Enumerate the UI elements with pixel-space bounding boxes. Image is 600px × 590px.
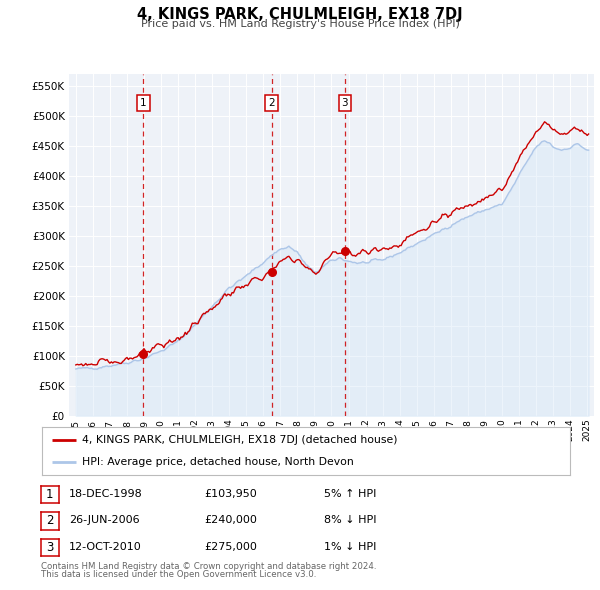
Text: 1: 1 xyxy=(140,98,146,108)
Text: 3: 3 xyxy=(46,541,53,554)
Text: 12-OCT-2010: 12-OCT-2010 xyxy=(69,542,142,552)
Text: 1% ↓ HPI: 1% ↓ HPI xyxy=(324,542,376,552)
Text: 18-DEC-1998: 18-DEC-1998 xyxy=(69,489,143,499)
Text: 1: 1 xyxy=(46,488,53,501)
Text: This data is licensed under the Open Government Licence v3.0.: This data is licensed under the Open Gov… xyxy=(41,571,316,579)
Text: 5% ↑ HPI: 5% ↑ HPI xyxy=(324,489,376,499)
Text: HPI: Average price, detached house, North Devon: HPI: Average price, detached house, Nort… xyxy=(82,457,353,467)
Text: 4, KINGS PARK, CHULMLEIGH, EX18 7DJ (detached house): 4, KINGS PARK, CHULMLEIGH, EX18 7DJ (det… xyxy=(82,435,397,445)
Text: £275,000: £275,000 xyxy=(204,542,257,552)
Text: 4, KINGS PARK, CHULMLEIGH, EX18 7DJ: 4, KINGS PARK, CHULMLEIGH, EX18 7DJ xyxy=(137,7,463,22)
Text: 2: 2 xyxy=(46,514,53,527)
Text: £240,000: £240,000 xyxy=(204,516,257,525)
Text: 26-JUN-2006: 26-JUN-2006 xyxy=(69,516,140,525)
Text: 2: 2 xyxy=(268,98,275,108)
Text: 3: 3 xyxy=(341,98,348,108)
Text: Contains HM Land Registry data © Crown copyright and database right 2024.: Contains HM Land Registry data © Crown c… xyxy=(41,562,376,571)
Text: 8% ↓ HPI: 8% ↓ HPI xyxy=(324,516,377,525)
Text: Price paid vs. HM Land Registry's House Price Index (HPI): Price paid vs. HM Land Registry's House … xyxy=(140,19,460,29)
Text: £103,950: £103,950 xyxy=(204,489,257,499)
